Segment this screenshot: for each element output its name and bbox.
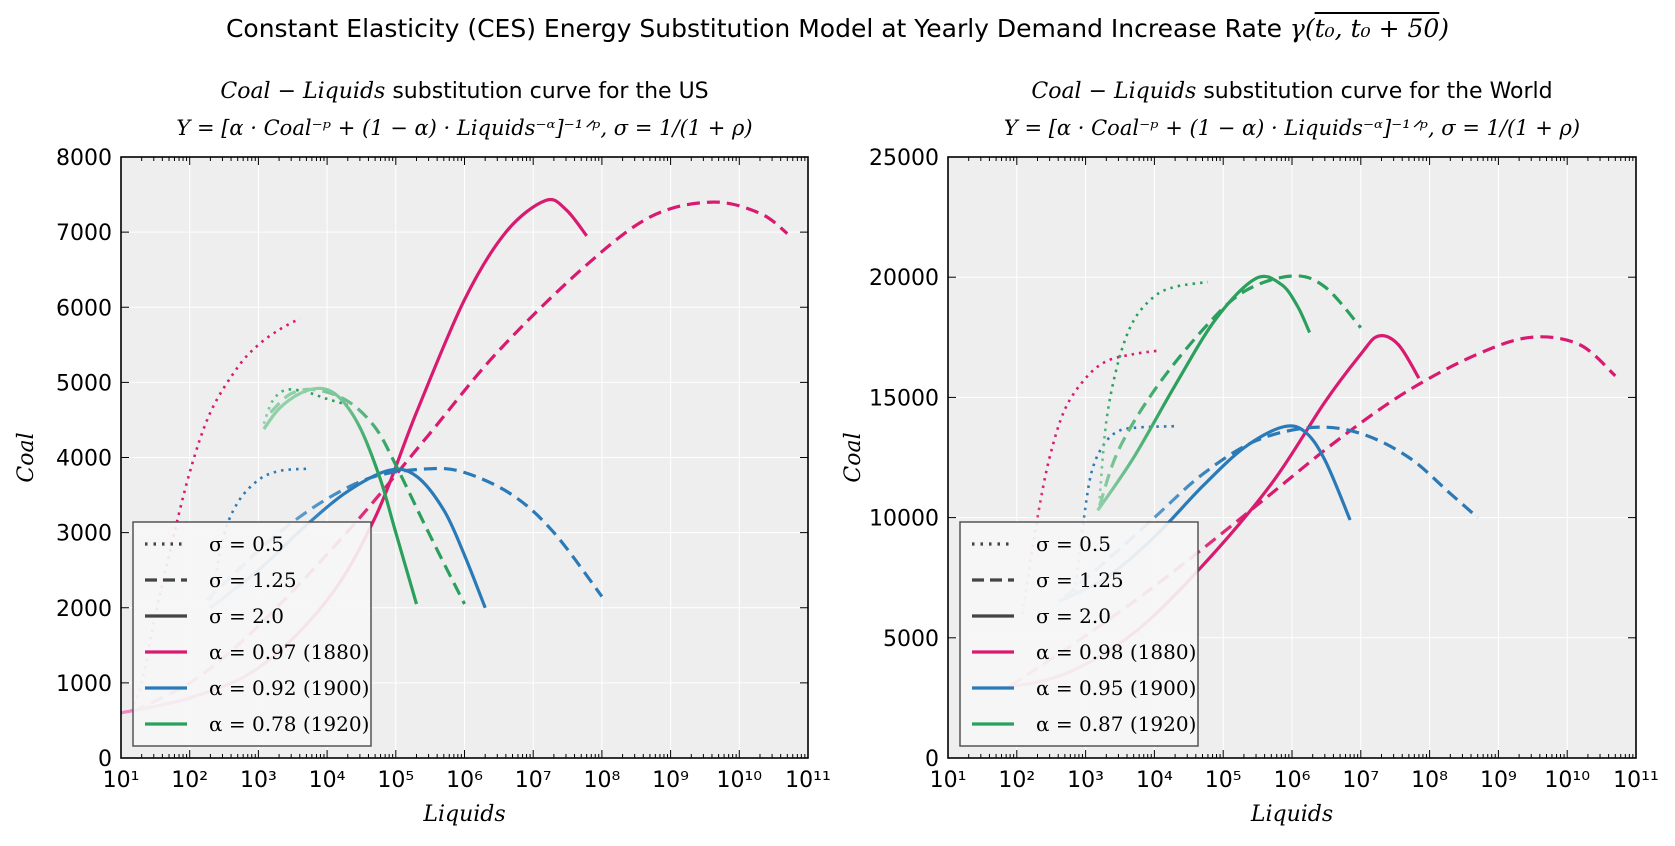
legend-label: α = 0.92 (1900) (209, 676, 369, 700)
legend-label: α = 0.98 (1880) (1036, 640, 1196, 664)
y-tick-label: 3000 (56, 522, 112, 547)
x-tick-label: 10⁷ (1342, 768, 1379, 793)
y-axis-label: Coal (841, 432, 866, 482)
suptitle-text: Constant Elasticity (CES) Energy Substit… (225, 14, 1290, 43)
legend-label: σ = 0.5 (1036, 532, 1111, 556)
axes-frame (120, 156, 809, 759)
chart-title: Coal − Liquids substitution curve for th… (1031, 79, 1552, 104)
x-tick-label: 10¹⁰ (1544, 768, 1590, 793)
x-tick-label: 10¹ (103, 768, 140, 793)
chart-title: Coal − Liquids substitution curve for th… (220, 79, 708, 104)
legend-label: σ = 2.0 (209, 604, 284, 628)
legend-label: α = 0.87 (1920) (1036, 712, 1196, 736)
y-tick-label: 4000 (56, 447, 112, 472)
x-tick-label: 10² (998, 768, 1035, 793)
legend-label: σ = 2.0 (1036, 604, 1111, 628)
chart-0: 10¹ 10² 10³ 10⁴ 10⁵ 10⁶ 10⁷ 10⁸ 10⁹ 10¹⁰ 10¹¹ 0 1000… (14, 79, 831, 827)
y-tick-label: 6000 (56, 296, 112, 321)
x-tick-label: 10⁹ (1480, 768, 1517, 793)
x-tick-label: 10⁵ (377, 768, 414, 793)
chart-formula: Y = [α · Coal⁻ᵖ + (1 − α) · Liquids⁻ᵅ]⁻¹… (1004, 116, 1580, 140)
axes-frame (947, 156, 1637, 759)
legend-label: σ = 1.25 (1036, 568, 1124, 592)
x-tick-label: 10⁴ (309, 768, 346, 793)
legend-label: α = 0.78 (1920) (209, 712, 369, 736)
x-tick-label: 10¹ (930, 768, 967, 793)
y-tick-label: 7000 (56, 221, 112, 246)
x-tick-label: 10¹⁰ (716, 768, 762, 793)
series-line-1920-sigma-1.25 (1098, 274, 1363, 507)
x-tick-label: 10⁶ (1274, 768, 1311, 793)
y-tick-label: 2000 (56, 597, 112, 622)
y-tick-label: 1000 (56, 672, 112, 697)
x-tick-label: 10¹¹ (785, 768, 831, 793)
legend-label: α = 0.95 (1900) (1036, 676, 1196, 700)
x-tick-label: 10⁵ (1205, 768, 1242, 793)
x-tick-label: 10⁴ (1136, 768, 1173, 793)
series-line-1920-sigma-0.5 (1098, 280, 1209, 499)
series-line-1920-sigma-1.25 (269, 387, 466, 605)
y-tick-label: 0 (98, 747, 112, 772)
chart-1: 10¹ 10² 10³ 10⁴ 10⁵ 10⁶ 10⁷ 10⁸ 10⁹ 10¹⁰ 10¹¹ 0 5000… (841, 79, 1659, 827)
figure-suptitle: Constant Elasticity (CES) Energy Substit… (0, 14, 1675, 43)
y-tick-label: 8000 (56, 146, 112, 171)
x-tick-label: 10⁸ (1411, 768, 1448, 793)
suptitle-math: γ(t₀, t₀ + 50) (1289, 14, 1450, 43)
y-tick-label: 20000 (869, 266, 939, 291)
legend-label: σ = 0.5 (209, 532, 284, 556)
x-tick-label: 10³ (1067, 768, 1104, 793)
series-line-1920-sigma-2.0 (1096, 274, 1312, 512)
x-tick-label: 10⁸ (583, 768, 620, 793)
x-axis-label: Liquids (422, 802, 505, 827)
legend-box (132, 521, 372, 747)
x-tick-label: 10⁹ (652, 768, 689, 793)
y-tick-label: 0 (925, 747, 939, 772)
x-tick-label: 10³ (240, 768, 277, 793)
y-tick-label: 5000 (56, 371, 112, 396)
series-line-1920-sigma-2.0 (262, 386, 419, 605)
x-tick-label: 10⁷ (515, 768, 552, 793)
chart-formula: Y = [α · Coal⁻ᵖ + (1 − α) · Liquids⁻ᵅ]⁻¹… (176, 116, 752, 140)
x-tick-label: 10⁶ (446, 768, 483, 793)
y-axis-label: Coal (14, 432, 39, 482)
legend-box (959, 521, 1199, 747)
y-tick-label: 25000 (869, 146, 939, 171)
x-tick-label: 10² (171, 768, 208, 793)
x-axis-label: Liquids (1250, 802, 1333, 827)
x-tick-label: 10¹¹ (1613, 768, 1659, 793)
legend-label: σ = 1.25 (209, 568, 297, 592)
y-tick-label: 15000 (869, 386, 939, 411)
legend-label: α = 0.97 (1880) (209, 640, 369, 664)
y-tick-label: 10000 (869, 507, 939, 532)
y-tick-label: 5000 (883, 627, 939, 652)
